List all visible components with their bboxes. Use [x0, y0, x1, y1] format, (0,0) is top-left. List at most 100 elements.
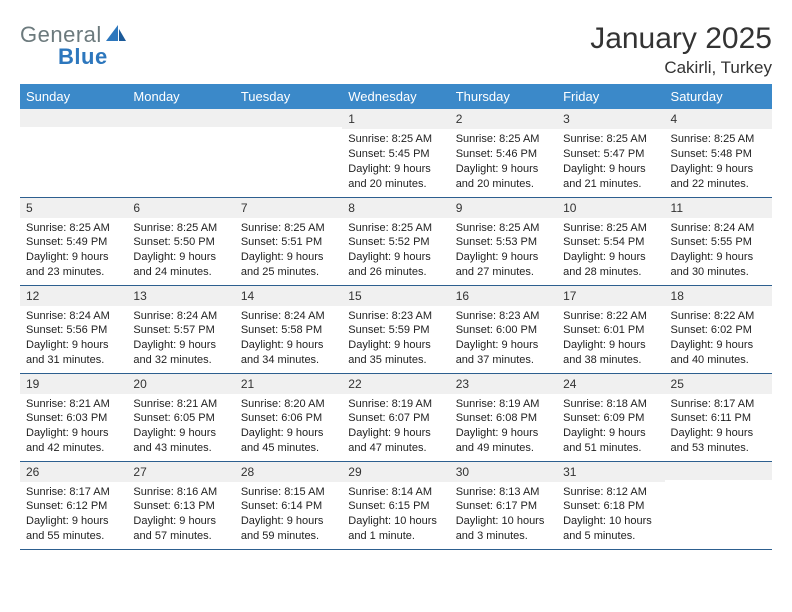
- calendar-cell: 9Sunrise: 8:25 AMSunset: 5:53 PMDaylight…: [450, 197, 557, 285]
- logo-text-blue: Blue: [58, 44, 130, 70]
- calendar-cell: 13Sunrise: 8:24 AMSunset: 5:57 PMDayligh…: [127, 285, 234, 373]
- calendar-cell: 10Sunrise: 8:25 AMSunset: 5:54 PMDayligh…: [557, 197, 664, 285]
- day-details: Sunrise: 8:25 AMSunset: 5:45 PMDaylight:…: [342, 129, 449, 194]
- calendar-cell: 1Sunrise: 8:25 AMSunset: 5:45 PMDaylight…: [342, 109, 449, 197]
- day-details: Sunrise: 8:24 AMSunset: 5:55 PMDaylight:…: [665, 218, 772, 283]
- day-details: Sunrise: 8:14 AMSunset: 6:15 PMDaylight:…: [342, 482, 449, 547]
- day-details: Sunrise: 8:25 AMSunset: 5:47 PMDaylight:…: [557, 129, 664, 194]
- day-number: 8: [342, 198, 449, 218]
- title-block: January 2025 Cakirli, Turkey: [590, 22, 772, 78]
- day-number: 26: [20, 462, 127, 482]
- day-number: 30: [450, 462, 557, 482]
- day-header: Monday: [127, 84, 234, 109]
- calendar-cell: 28Sunrise: 8:15 AMSunset: 6:14 PMDayligh…: [235, 461, 342, 549]
- calendar-cell: 5Sunrise: 8:25 AMSunset: 5:49 PMDaylight…: [20, 197, 127, 285]
- calendar-cell: 22Sunrise: 8:19 AMSunset: 6:07 PMDayligh…: [342, 373, 449, 461]
- day-details: Sunrise: 8:25 AMSunset: 5:53 PMDaylight:…: [450, 218, 557, 283]
- day-number: [20, 109, 127, 127]
- calendar-cell: 17Sunrise: 8:22 AMSunset: 6:01 PMDayligh…: [557, 285, 664, 373]
- day-number: [665, 462, 772, 480]
- calendar-cell: 18Sunrise: 8:22 AMSunset: 6:02 PMDayligh…: [665, 285, 772, 373]
- day-header: Friday: [557, 84, 664, 109]
- header-row: General Blue January 2025 Cakirli, Turke…: [20, 22, 772, 78]
- day-number: 28: [235, 462, 342, 482]
- day-number: 22: [342, 374, 449, 394]
- calendar-cell: 19Sunrise: 8:21 AMSunset: 6:03 PMDayligh…: [20, 373, 127, 461]
- day-header: Thursday: [450, 84, 557, 109]
- calendar-cell: 26Sunrise: 8:17 AMSunset: 6:12 PMDayligh…: [20, 461, 127, 549]
- calendar-cell: [20, 109, 127, 197]
- day-number: 3: [557, 109, 664, 129]
- calendar-week-row: 5Sunrise: 8:25 AMSunset: 5:49 PMDaylight…: [20, 197, 772, 285]
- day-header: Tuesday: [235, 84, 342, 109]
- calendar-cell: 23Sunrise: 8:19 AMSunset: 6:08 PMDayligh…: [450, 373, 557, 461]
- day-number: 23: [450, 374, 557, 394]
- day-details: Sunrise: 8:13 AMSunset: 6:17 PMDaylight:…: [450, 482, 557, 547]
- day-number: 6: [127, 198, 234, 218]
- day-details: Sunrise: 8:24 AMSunset: 5:57 PMDaylight:…: [127, 306, 234, 371]
- day-details: Sunrise: 8:12 AMSunset: 6:18 PMDaylight:…: [557, 482, 664, 547]
- calendar-page: General Blue January 2025 Cakirli, Turke…: [0, 0, 792, 560]
- calendar-cell: 16Sunrise: 8:23 AMSunset: 6:00 PMDayligh…: [450, 285, 557, 373]
- calendar-cell: 7Sunrise: 8:25 AMSunset: 5:51 PMDaylight…: [235, 197, 342, 285]
- calendar-cell: [127, 109, 234, 197]
- day-details: Sunrise: 8:25 AMSunset: 5:52 PMDaylight:…: [342, 218, 449, 283]
- day-number: 20: [127, 374, 234, 394]
- month-title: January 2025: [590, 22, 772, 56]
- day-number: 17: [557, 286, 664, 306]
- day-number: 11: [665, 198, 772, 218]
- day-number: [127, 109, 234, 127]
- calendar-cell: 20Sunrise: 8:21 AMSunset: 6:05 PMDayligh…: [127, 373, 234, 461]
- day-number: 15: [342, 286, 449, 306]
- logo: General Blue: [20, 22, 130, 70]
- location-label: Cakirli, Turkey: [590, 58, 772, 78]
- day-details: Sunrise: 8:16 AMSunset: 6:13 PMDaylight:…: [127, 482, 234, 547]
- day-details: Sunrise: 8:25 AMSunset: 5:54 PMDaylight:…: [557, 218, 664, 283]
- calendar-body: 1Sunrise: 8:25 AMSunset: 5:45 PMDaylight…: [20, 109, 772, 549]
- day-number: 21: [235, 374, 342, 394]
- day-details: Sunrise: 8:21 AMSunset: 6:03 PMDaylight:…: [20, 394, 127, 459]
- calendar-table: Sunday Monday Tuesday Wednesday Thursday…: [20, 84, 772, 550]
- calendar-cell: 29Sunrise: 8:14 AMSunset: 6:15 PMDayligh…: [342, 461, 449, 549]
- day-header: Sunday: [20, 84, 127, 109]
- calendar-cell: 27Sunrise: 8:16 AMSunset: 6:13 PMDayligh…: [127, 461, 234, 549]
- day-number: 2: [450, 109, 557, 129]
- day-details: Sunrise: 8:17 AMSunset: 6:12 PMDaylight:…: [20, 482, 127, 547]
- day-number: 10: [557, 198, 664, 218]
- calendar-cell: 21Sunrise: 8:20 AMSunset: 6:06 PMDayligh…: [235, 373, 342, 461]
- day-number: [235, 109, 342, 127]
- day-number: 12: [20, 286, 127, 306]
- day-number: 9: [450, 198, 557, 218]
- day-details: Sunrise: 8:17 AMSunset: 6:11 PMDaylight:…: [665, 394, 772, 459]
- calendar-week-row: 1Sunrise: 8:25 AMSunset: 5:45 PMDaylight…: [20, 109, 772, 197]
- calendar-cell: 15Sunrise: 8:23 AMSunset: 5:59 PMDayligh…: [342, 285, 449, 373]
- calendar-cell: 8Sunrise: 8:25 AMSunset: 5:52 PMDaylight…: [342, 197, 449, 285]
- calendar-cell: 30Sunrise: 8:13 AMSunset: 6:17 PMDayligh…: [450, 461, 557, 549]
- day-number: 14: [235, 286, 342, 306]
- day-header-row: Sunday Monday Tuesday Wednesday Thursday…: [20, 84, 772, 109]
- day-number: 25: [665, 374, 772, 394]
- calendar-week-row: 19Sunrise: 8:21 AMSunset: 6:03 PMDayligh…: [20, 373, 772, 461]
- calendar-cell: [665, 461, 772, 549]
- calendar-week-row: 26Sunrise: 8:17 AMSunset: 6:12 PMDayligh…: [20, 461, 772, 549]
- day-header: Wednesday: [342, 84, 449, 109]
- calendar-cell: 31Sunrise: 8:12 AMSunset: 6:18 PMDayligh…: [557, 461, 664, 549]
- day-details: Sunrise: 8:25 AMSunset: 5:49 PMDaylight:…: [20, 218, 127, 283]
- day-number: 29: [342, 462, 449, 482]
- day-number: 24: [557, 374, 664, 394]
- calendar-week-row: 12Sunrise: 8:24 AMSunset: 5:56 PMDayligh…: [20, 285, 772, 373]
- calendar-cell: 6Sunrise: 8:25 AMSunset: 5:50 PMDaylight…: [127, 197, 234, 285]
- calendar-cell: 24Sunrise: 8:18 AMSunset: 6:09 PMDayligh…: [557, 373, 664, 461]
- day-details: Sunrise: 8:22 AMSunset: 6:01 PMDaylight:…: [557, 306, 664, 371]
- calendar-cell: 25Sunrise: 8:17 AMSunset: 6:11 PMDayligh…: [665, 373, 772, 461]
- day-number: 13: [127, 286, 234, 306]
- day-details: Sunrise: 8:24 AMSunset: 5:56 PMDaylight:…: [20, 306, 127, 371]
- day-number: 4: [665, 109, 772, 129]
- day-number: 27: [127, 462, 234, 482]
- calendar-cell: 3Sunrise: 8:25 AMSunset: 5:47 PMDaylight…: [557, 109, 664, 197]
- calendar-cell: 11Sunrise: 8:24 AMSunset: 5:55 PMDayligh…: [665, 197, 772, 285]
- day-details: Sunrise: 8:25 AMSunset: 5:48 PMDaylight:…: [665, 129, 772, 194]
- day-number: 18: [665, 286, 772, 306]
- day-details: Sunrise: 8:18 AMSunset: 6:09 PMDaylight:…: [557, 394, 664, 459]
- day-header: Saturday: [665, 84, 772, 109]
